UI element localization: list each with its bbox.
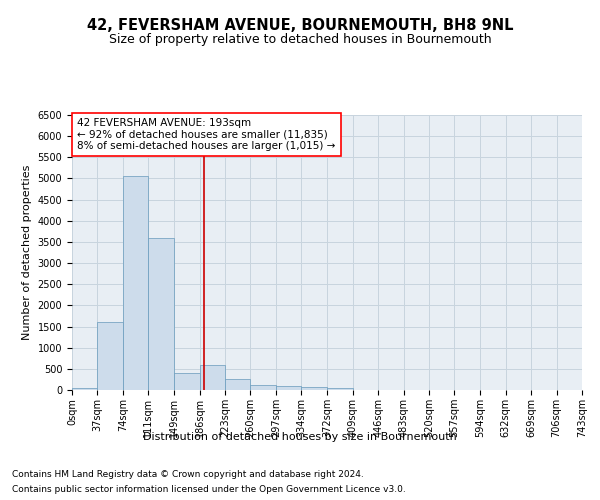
Bar bbox=[200, 364, 225, 390]
Bar bbox=[301, 387, 326, 390]
Bar bbox=[174, 373, 200, 390]
Bar bbox=[276, 386, 301, 390]
Bar bbox=[250, 384, 276, 390]
Bar bbox=[72, 388, 97, 390]
Text: Contains HM Land Registry data © Crown copyright and database right 2024.: Contains HM Land Registry data © Crown c… bbox=[12, 470, 364, 479]
Y-axis label: Number of detached properties: Number of detached properties bbox=[22, 165, 32, 340]
Text: 42 FEVERSHAM AVENUE: 193sqm
← 92% of detached houses are smaller (11,835)
8% of : 42 FEVERSHAM AVENUE: 193sqm ← 92% of det… bbox=[77, 118, 335, 151]
Text: Size of property relative to detached houses in Bournemouth: Size of property relative to detached ho… bbox=[109, 32, 491, 46]
Bar bbox=[148, 238, 173, 390]
Text: Contains public sector information licensed under the Open Government Licence v3: Contains public sector information licen… bbox=[12, 485, 406, 494]
Bar bbox=[97, 322, 123, 390]
Text: Distribution of detached houses by size in Bournemouth: Distribution of detached houses by size … bbox=[143, 432, 457, 442]
Text: 42, FEVERSHAM AVENUE, BOURNEMOUTH, BH8 9NL: 42, FEVERSHAM AVENUE, BOURNEMOUTH, BH8 9… bbox=[87, 18, 513, 32]
Bar bbox=[225, 378, 250, 390]
Bar bbox=[123, 176, 148, 390]
Bar bbox=[328, 388, 353, 390]
